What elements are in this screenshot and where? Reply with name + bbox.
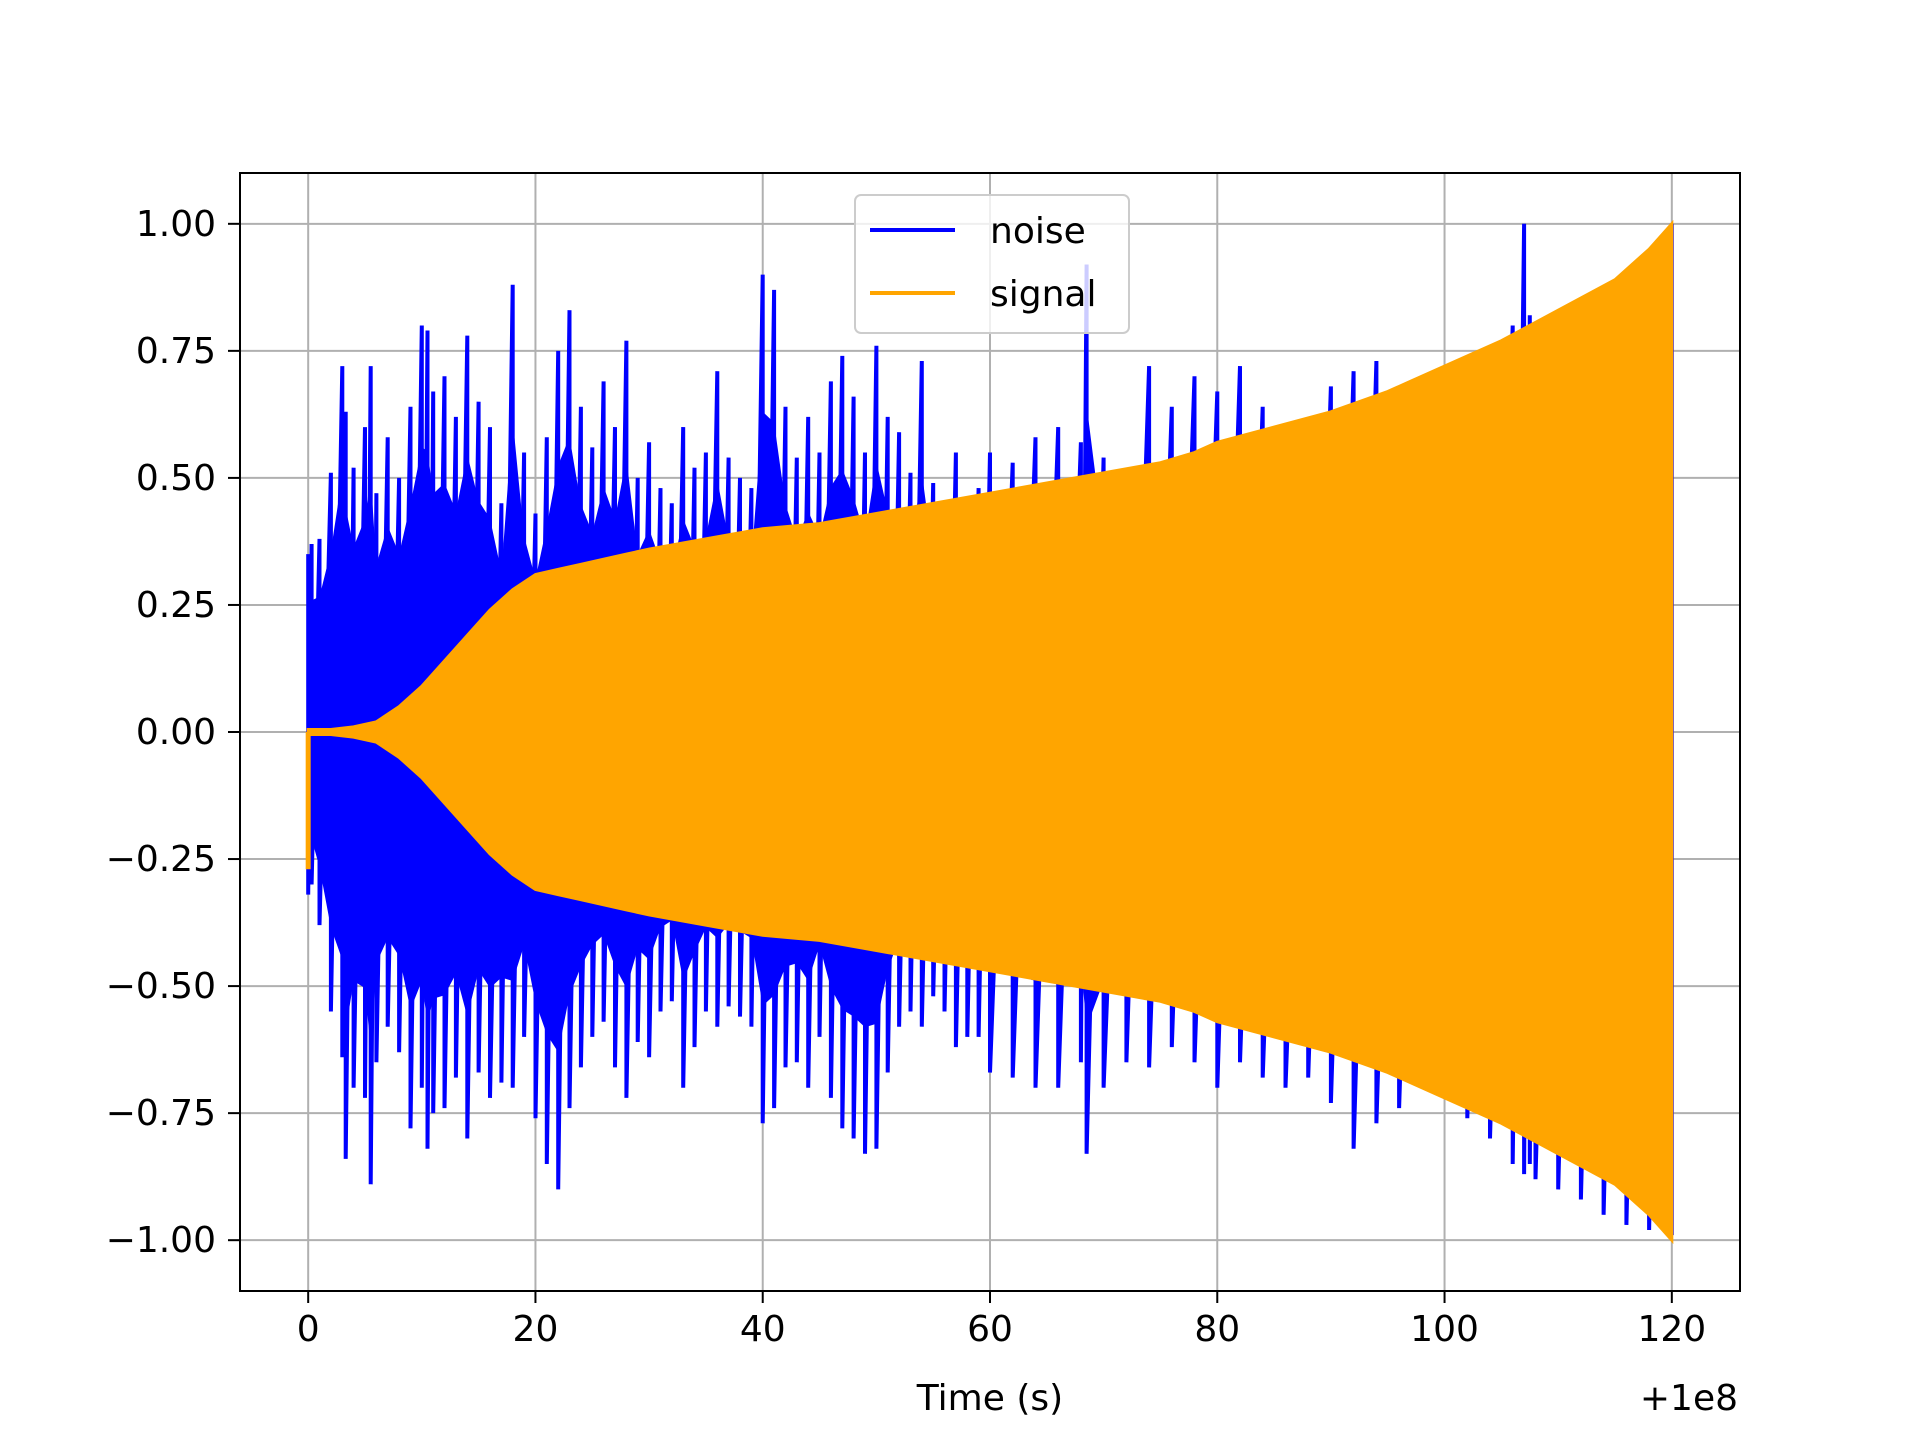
x-offset-label: +1e8 bbox=[1640, 1378, 1738, 1419]
x-tick-label: 80 bbox=[1194, 1309, 1240, 1350]
y-tick-label: −0.50 bbox=[106, 966, 216, 1007]
y-tick-label: −1.00 bbox=[106, 1220, 216, 1261]
series-signal bbox=[305, 219, 1674, 1245]
x-tick-label: 0 bbox=[297, 1309, 320, 1350]
x-tick-label: 20 bbox=[513, 1309, 559, 1350]
y-tick-label: −0.25 bbox=[106, 839, 216, 880]
x-tick-label: 120 bbox=[1637, 1309, 1706, 1350]
y-tick-label: 0.50 bbox=[136, 458, 216, 499]
y-tick-label: 0.00 bbox=[136, 712, 216, 753]
y-tick-label: 1.00 bbox=[136, 204, 216, 245]
y-tick-label: 0.25 bbox=[136, 585, 216, 626]
signal-envelope bbox=[306, 219, 1674, 1245]
x-axis-label: Time (s) bbox=[916, 1378, 1063, 1419]
legend-label-noise: noise bbox=[990, 211, 1086, 252]
y-tick-label: 0.75 bbox=[136, 331, 216, 372]
y-tick-label: −0.75 bbox=[106, 1093, 216, 1134]
legend-label-signal: signal bbox=[990, 274, 1097, 315]
x-tick-label: 60 bbox=[967, 1309, 1013, 1350]
legend[interactable]: noise signal bbox=[854, 194, 1130, 334]
x-tick-label: 40 bbox=[740, 1309, 786, 1350]
axis-ticks: 0 20 40 60 80 100 120 1.00 0.75 0.50 0.25 0.00 −0.25… bbox=[106, 204, 1707, 1350]
x-tick-label: 100 bbox=[1410, 1309, 1479, 1350]
plot-series bbox=[305, 219, 1674, 1245]
